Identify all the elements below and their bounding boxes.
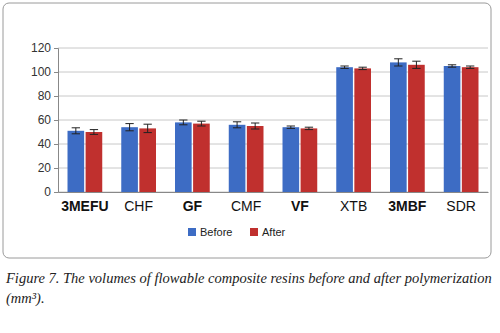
grid-line	[58, 48, 488, 49]
y-tick-mark	[54, 168, 58, 169]
grid	[58, 48, 488, 192]
x-tick: CMF	[231, 192, 261, 214]
error-bar	[448, 65, 456, 67]
y-tick-label: 0	[44, 185, 51, 199]
bar	[354, 68, 371, 192]
legend-label: Before	[200, 226, 232, 238]
y-tick-label: 60	[38, 113, 52, 127]
y-tick-mark	[54, 72, 58, 73]
error-bar	[394, 59, 402, 66]
y-tick-label: 40	[38, 137, 52, 151]
bar	[175, 122, 192, 192]
x-tick: 3MBF	[388, 192, 427, 214]
x-tick: CHF	[124, 192, 153, 214]
y-axis-line	[54, 49, 59, 193]
error-bar	[125, 124, 133, 131]
bar	[247, 126, 264, 192]
legend-swatch	[188, 228, 196, 236]
x-tick: XTB	[340, 192, 367, 214]
bar	[121, 127, 138, 192]
bar	[229, 125, 246, 192]
x-tick: GF	[183, 192, 203, 214]
caption: Figure 7. The volumes of flowable compos…	[6, 268, 494, 308]
error-bar	[251, 123, 259, 129]
x-tick: VF	[291, 192, 309, 214]
y-tick: 120	[31, 41, 58, 55]
bar	[283, 127, 300, 192]
error-bar	[197, 121, 205, 126]
error-bar	[179, 120, 187, 125]
legend-item: After	[250, 226, 286, 238]
error-bar	[287, 126, 295, 128]
error-bar	[90, 130, 98, 135]
x-tick-label: VF	[291, 198, 309, 214]
x-tick-label: CMF	[231, 198, 261, 214]
error-bar	[305, 127, 313, 129]
x-tick-label: GF	[183, 198, 203, 214]
y-tick: 0	[44, 185, 58, 199]
x-tick-label: XTB	[340, 198, 367, 214]
error-bar	[72, 128, 80, 134]
error-bar	[340, 66, 348, 68]
x-tick-label: SDR	[446, 198, 476, 214]
chart-frame	[3, 3, 491, 258]
legend-label: After	[262, 226, 286, 238]
y-tick-mark	[54, 48, 58, 49]
y-tick: 80	[38, 89, 58, 103]
y-tick-mark	[54, 96, 58, 97]
bar	[462, 67, 479, 192]
y-tick-mark	[54, 192, 58, 193]
series	[68, 59, 461, 192]
legend: Before After	[188, 226, 286, 238]
error-bar	[359, 67, 367, 69]
error-bar	[466, 66, 474, 68]
series	[86, 61, 479, 192]
error-bar	[233, 122, 241, 128]
plot: 0 20 40 60 80 100 120 3MEFU CHF GF CMF VF XTB 3MBF SDR	[31, 41, 489, 214]
y-tick: 20	[38, 161, 58, 175]
x-tick-label: 3MBF	[388, 198, 427, 214]
error-bar	[144, 124, 152, 132]
bar	[193, 124, 210, 192]
bar	[408, 65, 425, 192]
bar	[139, 128, 156, 192]
y-axis: 0 20 40 60 80 100 120	[31, 41, 59, 199]
error-bar	[412, 61, 420, 68]
y-tick-mark	[54, 120, 58, 121]
y-tick-mark	[54, 144, 58, 145]
legend-swatch	[250, 228, 258, 236]
x-axis-line	[59, 192, 489, 193]
y-tick-label: 20	[38, 161, 52, 175]
y-tick-label: 80	[38, 89, 52, 103]
x-axis: 3MEFU CHF GF CMF VF XTB 3MBF SDR	[59, 192, 489, 214]
legend-item: Before	[188, 226, 232, 238]
bar	[68, 131, 85, 192]
y-tick: 40	[38, 137, 58, 151]
bar	[336, 67, 353, 192]
bar	[86, 132, 103, 192]
bars	[68, 59, 479, 192]
x-tick: SDR	[446, 192, 476, 214]
x-tick: 3MEFU	[61, 192, 108, 214]
y-tick: 100	[31, 65, 58, 79]
bar	[301, 128, 318, 192]
x-tick-label: 3MEFU	[61, 198, 108, 214]
bar	[444, 66, 461, 192]
y-tick-label: 120	[31, 41, 51, 55]
y-tick: 60	[38, 113, 58, 127]
y-tick-label: 100	[31, 65, 51, 79]
bar	[390, 62, 407, 192]
x-tick-label: CHF	[124, 198, 153, 214]
